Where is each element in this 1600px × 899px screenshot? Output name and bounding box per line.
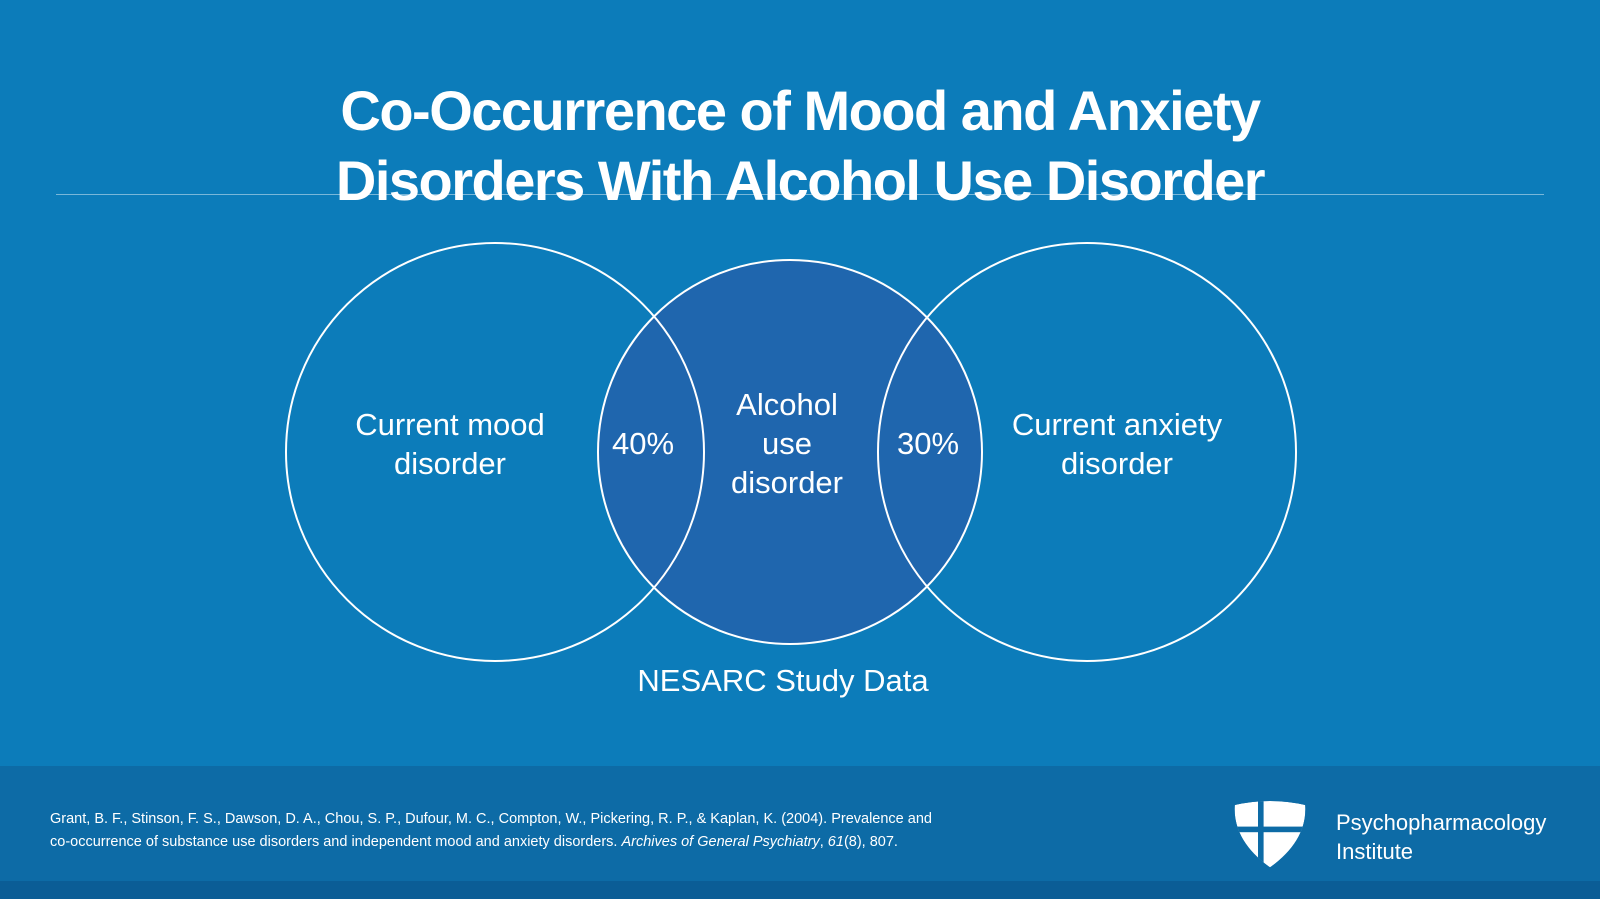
citation-line-1: Grant, B. F., Stinson, F. S., Dawson, D.…: [50, 811, 932, 827]
slide-title-line-2: Disorders With Alcohol Use Disorder: [335, 148, 1266, 212]
slide-title-line-1: Co-Occurrence of Mood and Anxiety: [340, 78, 1261, 142]
alcohol-circle: [597, 259, 983, 645]
footer: Grant, B. F., Stinson, F. S., Dawson, D.…: [0, 766, 1600, 899]
citation-journal-name: Archives of General Psychiatry: [621, 834, 820, 850]
mood-alcohol-overlap-value: 40%: [611, 426, 675, 461]
alcohol-label-line-2: use: [762, 426, 812, 461]
logo-text-line-2: Institute: [1336, 839, 1414, 864]
anxiety-circle: [877, 242, 1297, 662]
anxiety-label-line-1: Current anxiety: [1011, 407, 1223, 442]
mood-circle: [285, 242, 705, 662]
title-divider: [56, 194, 1544, 195]
citation-line-2: co-occurrence of substance use disorders…: [50, 831, 1010, 854]
logo: Psychopharmacology Institute: [1230, 796, 1546, 870]
mood-label-line-1: Current mood: [355, 407, 545, 442]
citation-volume: 61: [827, 834, 844, 850]
logo-text: Psychopharmacology Institute: [1336, 808, 1546, 866]
citation-separator: ,: [819, 834, 828, 850]
citation: Grant, B. F., Stinson, F. S., Dawson, D.…: [50, 808, 1010, 854]
alcohol-circle-label: Alcohol use disorder: [677, 385, 897, 502]
mood-label-line-2: disorder: [394, 446, 506, 481]
citation-line-2-text: co-occurrence of substance use disorders…: [50, 834, 622, 850]
mood-circle-label: Current mood disorder: [300, 405, 600, 483]
bottom-strip: [0, 881, 1600, 899]
slide-title: Co-Occurrence of Mood and Anxiety Disord…: [0, 76, 1600, 216]
anxiety-circle-label: Current anxiety disorder: [957, 405, 1277, 483]
alcohol-label-line-3: disorder: [731, 465, 843, 500]
diagram-caption: NESARC Study Data: [637, 663, 929, 698]
shield-cross-icon: [1234, 801, 1306, 868]
anxiety-label-line-2: disorder: [1061, 446, 1173, 481]
alcohol-anxiety-overlap-value: 30%: [896, 426, 960, 461]
citation-issue-page: (8), 807.: [843, 834, 898, 850]
logo-text-line-1: Psychopharmacology: [1336, 810, 1547, 835]
alcohol-label-line-1: Alcohol: [736, 387, 838, 422]
